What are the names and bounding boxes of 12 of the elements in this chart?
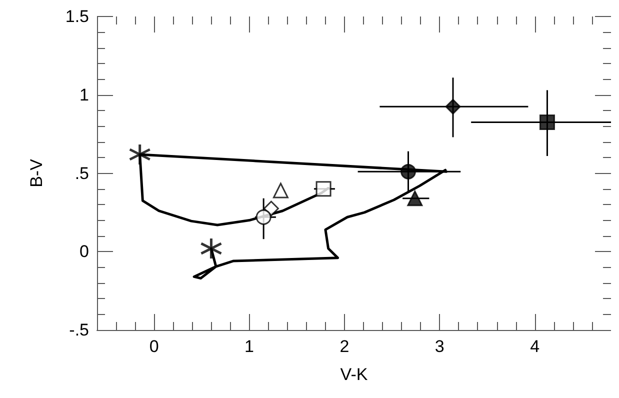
y-tick-label: .5 <box>74 164 89 183</box>
x-tick-label: 4 <box>530 337 540 356</box>
x-tick-label: 3 <box>434 337 444 356</box>
y-tick-label: -.5 <box>69 320 89 340</box>
y-axis-title: B-V <box>27 158 46 188</box>
x-axis-title: V-K <box>340 365 368 384</box>
y-tick-label: 1 <box>80 85 89 104</box>
y-tick-label: 0 <box>80 242 89 262</box>
x-tick-label: 1 <box>244 337 254 356</box>
y-tick-label: 1.5 <box>65 7 89 26</box>
x-tick-label: 2 <box>340 337 350 356</box>
x-tick-label: 0 <box>149 337 159 356</box>
